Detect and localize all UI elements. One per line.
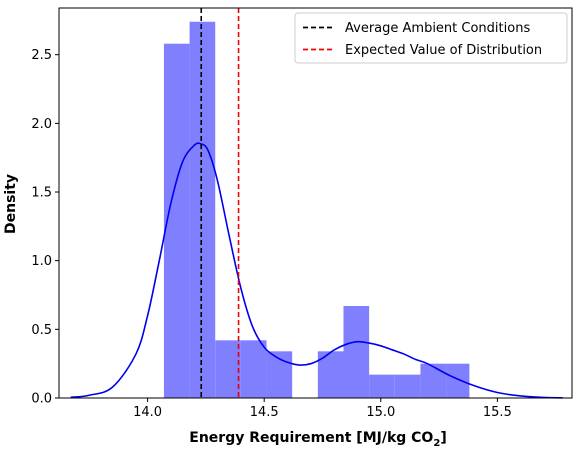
x-tick-label: 15.5 bbox=[483, 405, 512, 420]
legend-label-expected-value: Expected Value of Distribution bbox=[345, 43, 542, 58]
y-tick-label: 1.0 bbox=[31, 254, 52, 269]
legend: Average Ambient Conditions Expected Valu… bbox=[294, 12, 568, 64]
histogram-bar-4 bbox=[240, 340, 267, 398]
histogram-bar-12 bbox=[446, 363, 470, 398]
y-tick-label: 0.0 bbox=[31, 392, 52, 407]
histogram-bar-3 bbox=[215, 340, 241, 398]
y-tick-label: 0.5 bbox=[31, 323, 52, 338]
y-tick-label: 1.5 bbox=[31, 186, 52, 201]
reference-lines bbox=[200, 8, 240, 398]
x-tick-label: 14.5 bbox=[250, 405, 279, 420]
x-tick-label: 15.0 bbox=[366, 405, 395, 420]
histogram-bar-11 bbox=[420, 363, 447, 398]
x-tick-label: 14.0 bbox=[133, 405, 162, 420]
histogram-bar-1 bbox=[163, 43, 190, 398]
x-axis-ticks: 14.0 14.5 15.0 15.5 bbox=[133, 398, 512, 420]
legend-entry-expected-value: Expected Value of Distribution bbox=[303, 43, 542, 58]
y-tick-label: 2.0 bbox=[31, 117, 52, 132]
kde-curve bbox=[70, 142, 563, 399]
histogram-bar-9 bbox=[369, 374, 395, 398]
legend-frame bbox=[294, 12, 568, 64]
histogram-bars bbox=[163, 21, 470, 399]
histogram-bar-10 bbox=[394, 374, 421, 398]
histogram-bar-8 bbox=[343, 305, 370, 398]
y-axis-title: Density bbox=[3, 174, 19, 234]
y-axis-ticks: 0.0 0.5 1.0 1.5 2.0 2.5 bbox=[31, 48, 59, 407]
y-tick-label: 2.5 bbox=[31, 48, 52, 63]
legend-label-average-ambient: Average Ambient Conditions bbox=[345, 21, 530, 36]
x-axis-title: Energy Requirement [MJ/kg CO2] bbox=[189, 430, 446, 449]
plot-frame bbox=[58, 7, 573, 399]
legend-entry-average-ambient: Average Ambient Conditions bbox=[303, 21, 530, 36]
histogram-bar-2 bbox=[189, 21, 216, 399]
